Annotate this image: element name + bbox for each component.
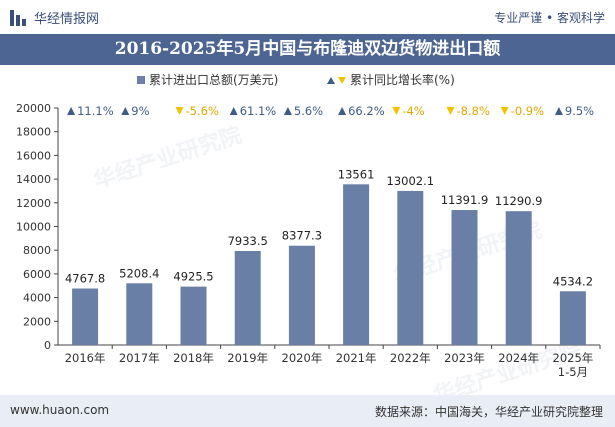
- bar: [126, 283, 153, 345]
- legend-swatch-total: [137, 76, 145, 84]
- growth-value-label: 9.5%: [565, 104, 594, 118]
- bar: [343, 184, 370, 345]
- bar: [505, 211, 532, 345]
- growth-down-triangle: [392, 107, 401, 115]
- growth-up-triangle: [229, 107, 238, 115]
- legend-label-total: 累计进出口总额(万美元): [149, 73, 278, 87]
- bar-value-label: 4925.5: [173, 270, 213, 284]
- bar-value-label: 13561: [338, 167, 375, 181]
- x-tick-label: 2020年: [282, 351, 323, 365]
- bar: [451, 210, 478, 345]
- bar-value-label: 13002.1: [387, 174, 435, 188]
- bar: [180, 286, 207, 345]
- growth-value-label: 11.1%: [77, 104, 114, 118]
- brand: 华经情报网: [10, 8, 99, 27]
- bar-value-label: 7933.5: [228, 234, 268, 248]
- brand-logo-icon: [10, 9, 28, 26]
- growth-up-triangle: [121, 107, 130, 115]
- bar: [234, 250, 261, 345]
- y-tick-label: 16000: [16, 149, 51, 162]
- growth-value-label: -0.9%: [511, 104, 544, 118]
- bar: [72, 288, 99, 345]
- growth-up-triangle: [67, 107, 76, 115]
- y-tick-label: 12000: [16, 197, 51, 210]
- bar: [559, 291, 586, 345]
- top-bar: 华经情报网 专业严谨 • 客观科学: [0, 0, 615, 34]
- x-tick-label: 2018年: [173, 351, 214, 365]
- legend-up-triangle: [327, 77, 335, 84]
- brand-name: 华经情报网: [34, 12, 100, 27]
- footer: www.huaon.com 数据来源：中国海关，华经产业研究院整理: [0, 395, 615, 427]
- brand-tags: 专业严谨 • 客观科学: [494, 11, 605, 25]
- growth-down-triangle: [446, 107, 455, 115]
- bar: [397, 190, 424, 345]
- y-tick-label: 10000: [16, 221, 51, 234]
- y-tick-label: 0: [44, 339, 51, 352]
- x-tick-label: 2022年: [390, 351, 431, 365]
- x-tick-label: 2016年: [65, 351, 106, 365]
- y-tick-label: 6000: [23, 268, 51, 281]
- growth-value-label: 66.2%: [348, 104, 385, 118]
- bar-value-label: 8377.3: [282, 229, 322, 243]
- bar-value-label: 11290.9: [495, 194, 543, 208]
- growth-value-label: -4%: [402, 104, 424, 118]
- x-tick-label: 2017年: [119, 351, 160, 365]
- title-bar: 2016-2025年5月中国与布隆迪双边货物进出口额: [0, 34, 615, 65]
- website-url[interactable]: www.huaon.com: [10, 403, 110, 417]
- growth-value-label: -8.8%: [457, 104, 490, 118]
- bar-value-label: 4534.2: [553, 274, 593, 288]
- growth-value-label: 9%: [131, 104, 149, 118]
- x-tick-label: 2023年: [444, 351, 485, 365]
- bar: [288, 245, 315, 345]
- growth-down-triangle: [500, 107, 509, 115]
- y-tick-label: 18000: [16, 126, 51, 139]
- growth-up-triangle: [283, 107, 292, 115]
- x-tick-label: 1-5月: [558, 365, 588, 379]
- x-tick-label: 2021年: [336, 351, 377, 365]
- bar-value-label: 5208.4: [119, 266, 159, 280]
- x-tick-label: 2019年: [227, 351, 268, 365]
- y-tick-label: 20000: [16, 102, 51, 115]
- y-tick-label: 4000: [23, 292, 51, 305]
- y-tick-label: 8000: [23, 244, 51, 257]
- y-tick-label: 2000: [23, 315, 51, 328]
- y-tick-label: 14000: [16, 173, 51, 186]
- x-tick-label: 2025年: [553, 351, 594, 365]
- chart-title: 2016-2025年5月中国与布隆迪双边货物进出口额: [114, 39, 501, 59]
- growth-down-triangle: [175, 107, 184, 115]
- legend-label-growth: 累计同比增长率(%): [350, 72, 455, 87]
- x-tick-label: 2024年: [498, 351, 539, 365]
- legend-down-triangle: [338, 77, 346, 84]
- growth-value-label: 61.1%: [240, 104, 277, 118]
- data-source: 数据来源：中国海关，华经产业研究院整理: [374, 405, 603, 419]
- growth-value-label: -5.6%: [186, 104, 219, 118]
- growth-value-label: 5.6%: [294, 104, 323, 118]
- growth-up-triangle: [338, 107, 347, 115]
- bar-value-label: 11391.9: [441, 193, 489, 207]
- growth-up-triangle: [554, 107, 563, 115]
- bar-value-label: 4767.8: [65, 272, 105, 286]
- bar-chart: 累计进出口总额(万美元) 累计同比增长率(%) 0 2000 4000 6000 8000 1…: [16, 72, 601, 379]
